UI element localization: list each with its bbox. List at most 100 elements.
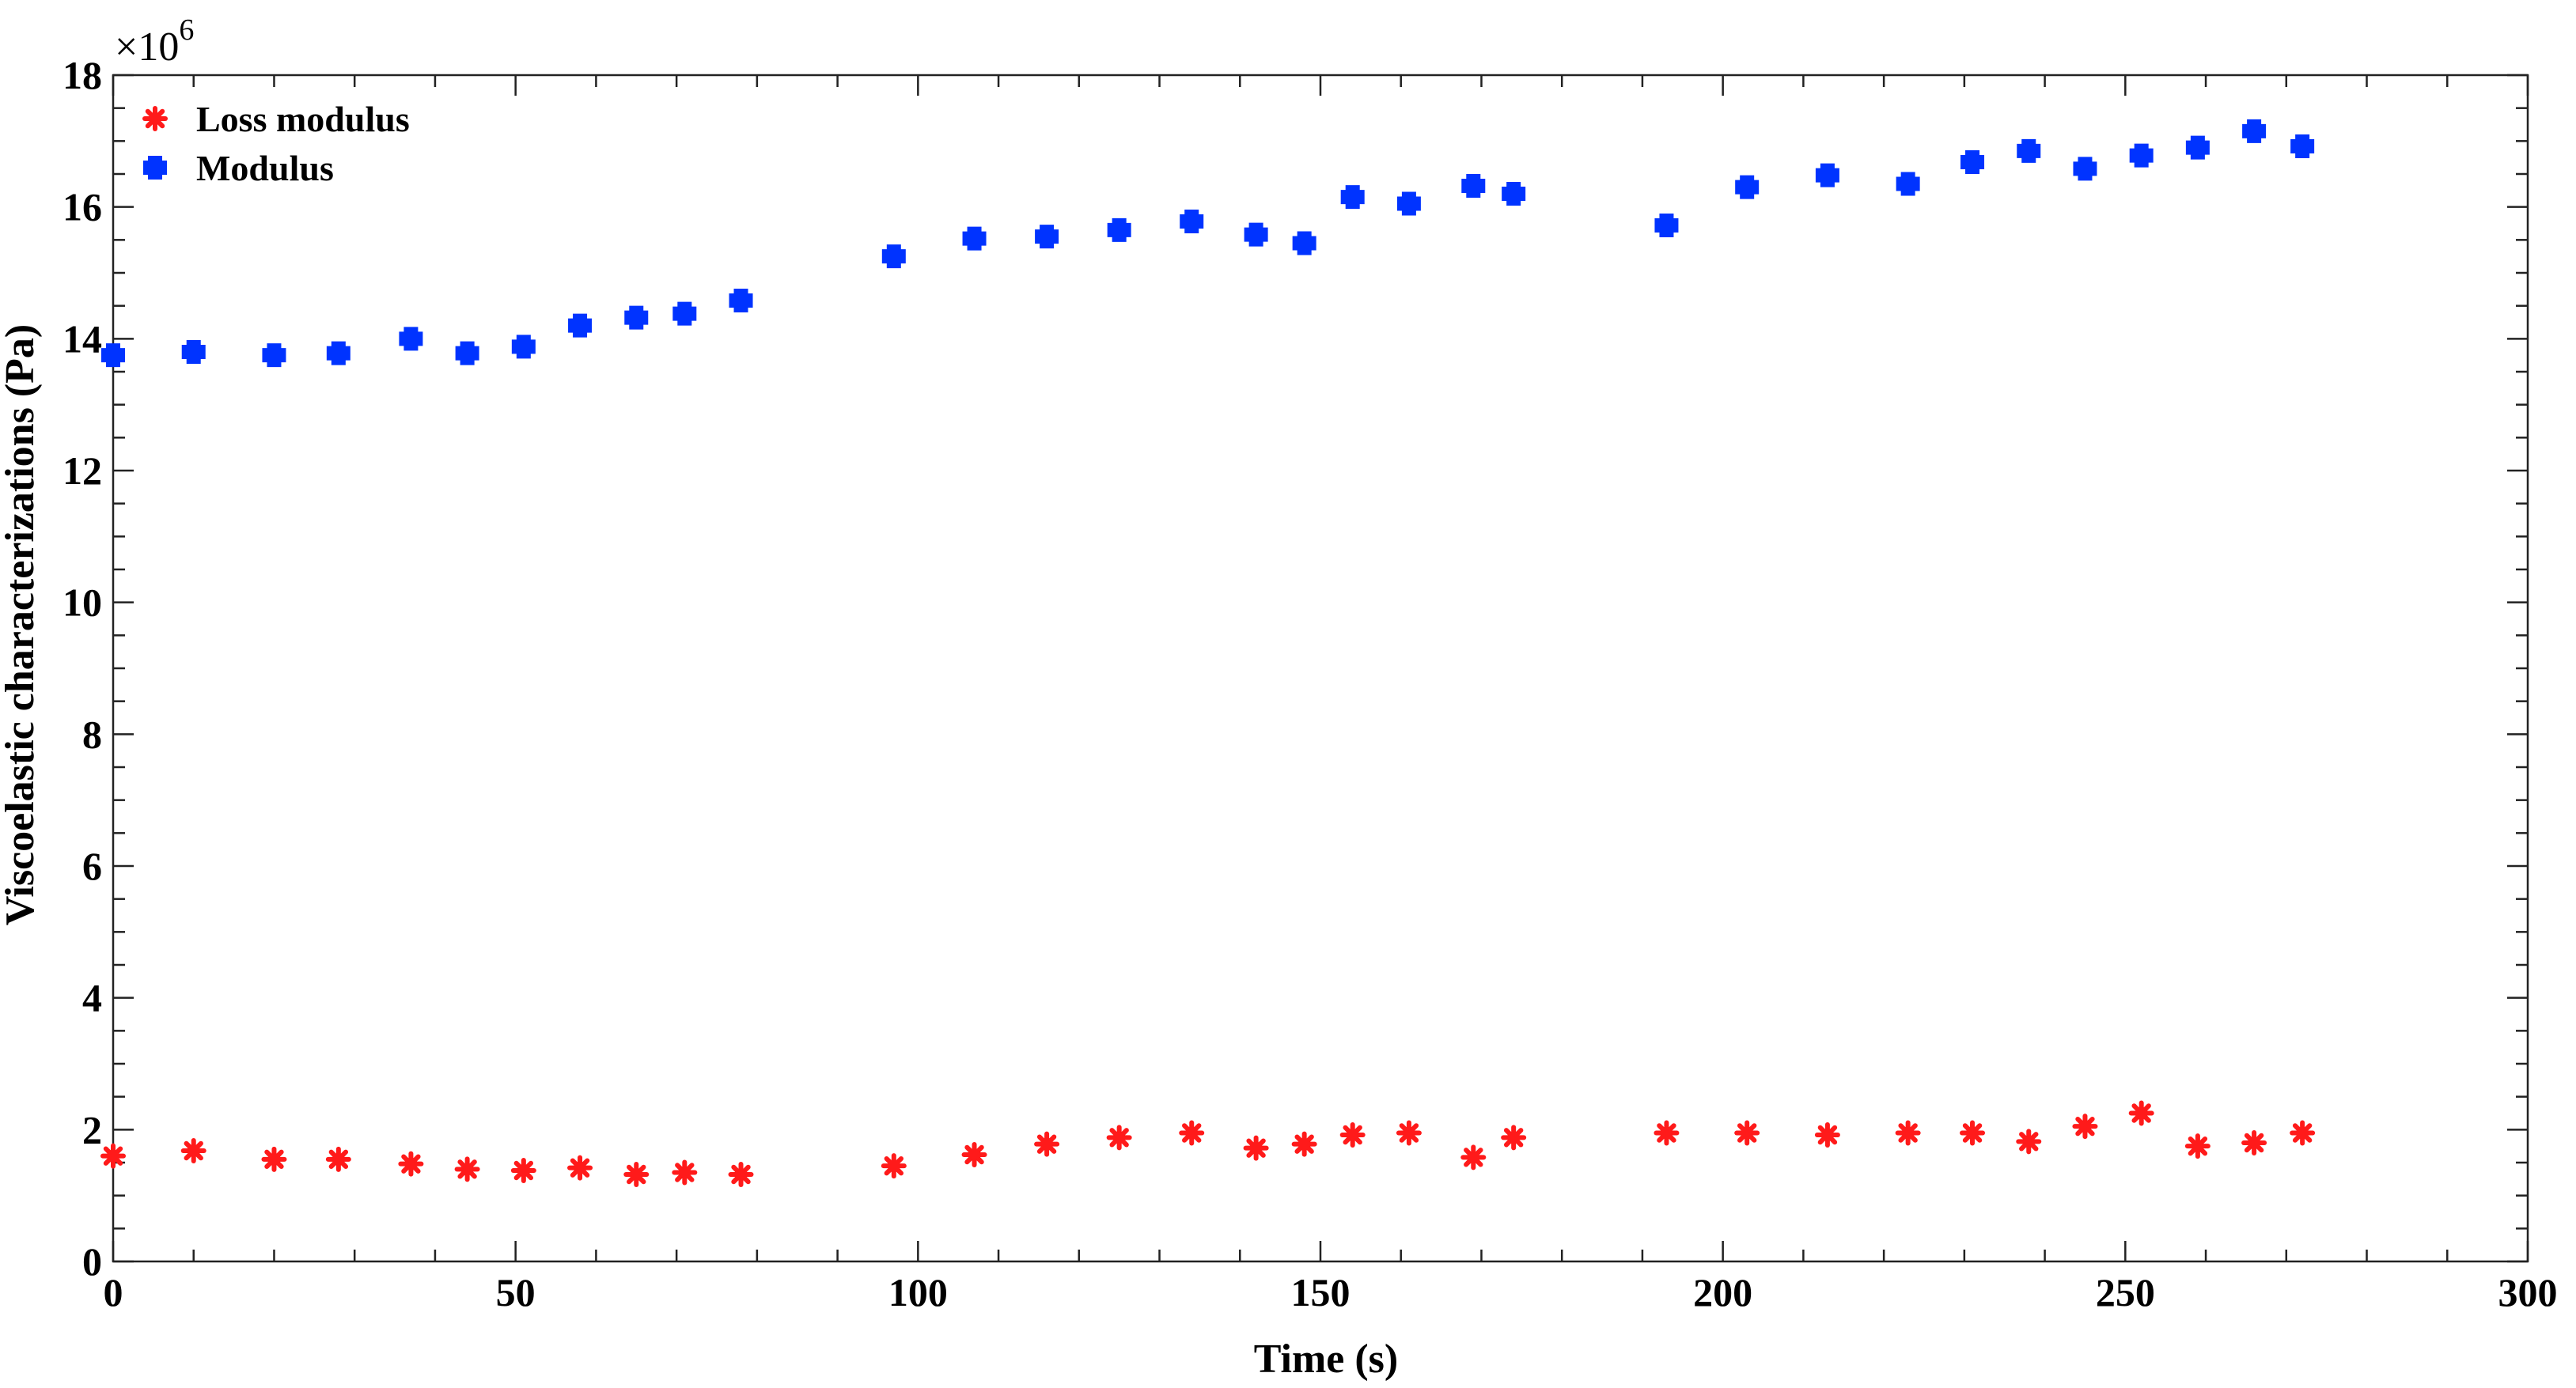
legend-item: Loss modulus <box>142 99 410 139</box>
data-point <box>1340 185 1365 210</box>
data-point <box>180 1138 206 1163</box>
y-tick-label: 16 <box>63 185 102 229</box>
data-point <box>2241 1130 2267 1155</box>
legend-marker <box>142 106 168 131</box>
y-tick-label: 10 <box>63 581 102 625</box>
x-tick-label: 0 <box>104 1270 123 1314</box>
data-point <box>101 343 125 368</box>
series-modulus <box>101 119 2315 368</box>
data-point <box>1106 1125 1132 1151</box>
data-point <box>728 1162 754 1187</box>
data-point <box>1815 163 1839 187</box>
data-point <box>623 1162 650 1187</box>
y-tick-label: 2 <box>82 1107 102 1152</box>
data-point <box>1960 1120 1986 1146</box>
data-point <box>881 244 906 269</box>
data-point <box>1461 174 1486 198</box>
legend-label: Modulus <box>196 148 334 188</box>
y-axis-multiplier: ×106 <box>115 13 194 70</box>
data-point <box>2242 119 2267 143</box>
y-tick-label: 0 <box>82 1239 102 1284</box>
y-axis-multiplier-base: ×10 <box>115 25 179 70</box>
data-point <box>881 1153 907 1179</box>
y-axis-multiplier-exponent: 6 <box>179 13 194 47</box>
data-point <box>1654 214 1679 237</box>
data-point <box>1654 1120 1680 1146</box>
data-point <box>2290 134 2315 158</box>
data-point <box>181 340 206 364</box>
legend-label: Loss modulus <box>196 99 410 139</box>
data-point <box>1179 1120 1205 1146</box>
data-point <box>1396 1120 1422 1146</box>
data-point <box>1734 1120 1760 1146</box>
data-point <box>325 1146 351 1172</box>
data-point <box>2073 157 2097 181</box>
legend-item: Modulus <box>143 148 334 188</box>
data-point <box>1814 1122 1840 1148</box>
y-tick-label: 18 <box>63 53 102 97</box>
data-point <box>1396 191 1421 216</box>
data-point <box>1339 1122 1366 1148</box>
data-point <box>455 341 479 365</box>
y-tick-label: 8 <box>82 712 102 756</box>
data-point <box>2016 1129 2042 1155</box>
data-point <box>672 301 697 326</box>
data-point <box>1501 1125 1527 1151</box>
data-point <box>672 1159 698 1186</box>
y-tick-label: 14 <box>63 316 102 361</box>
legend-marker <box>143 156 167 180</box>
x-tick-label: 200 <box>1693 1270 1752 1314</box>
plot-frame <box>112 74 2529 1263</box>
data-point <box>1291 1131 1317 1157</box>
data-point <box>510 1158 536 1183</box>
y-tick-label: 6 <box>82 844 102 888</box>
x-tick-label: 100 <box>888 1270 948 1314</box>
data-point <box>1243 1135 1269 1161</box>
data-point <box>1292 231 1316 255</box>
data-point <box>1107 217 1131 242</box>
y-tick-label: 4 <box>82 976 102 1020</box>
x-axis-label: Time (s) <box>1254 1337 1398 1382</box>
x-tick-label: 50 <box>496 1270 536 1314</box>
data-point <box>2129 143 2154 168</box>
data-point <box>1735 175 1760 199</box>
data-point <box>454 1156 480 1182</box>
axes-frame <box>112 74 2529 1263</box>
plot-area <box>100 119 2316 1187</box>
data-point <box>511 335 536 359</box>
data-point <box>261 1146 287 1172</box>
data-point <box>262 343 286 368</box>
data-point <box>398 1151 424 1177</box>
data-point <box>100 1143 126 1169</box>
series-loss-modulus <box>100 1100 2316 1187</box>
data-point <box>2128 1100 2154 1126</box>
legend: Loss modulus Modulus <box>142 99 410 188</box>
y-tick-label: 12 <box>63 448 102 493</box>
data-point <box>1896 172 1920 196</box>
data-point <box>567 1155 593 1181</box>
data-point <box>2184 1133 2210 1159</box>
data-point <box>1895 1120 1921 1146</box>
y-axis-label: Viscoelastic characterizations (Pa) <box>0 324 43 925</box>
data-point <box>729 289 753 312</box>
x-tick-label: 150 <box>1291 1270 1351 1314</box>
data-point <box>1180 210 1204 233</box>
data-point <box>2185 135 2210 160</box>
data-point <box>2017 138 2041 163</box>
data-point <box>568 313 593 338</box>
data-point <box>399 327 423 351</box>
data-point <box>962 226 987 251</box>
data-point <box>2072 1114 2098 1140</box>
data-point <box>1460 1144 1487 1171</box>
x-tick-label: 300 <box>2498 1270 2558 1314</box>
data-point <box>961 1142 987 1167</box>
x-tick-label: 250 <box>2096 1270 2155 1314</box>
data-point <box>326 341 350 365</box>
y-axis: 0 2 4 6 8 10 12 14 16 18 <box>63 53 2528 1284</box>
data-point <box>1035 225 1059 249</box>
data-point <box>1960 150 1985 174</box>
data-point <box>1244 222 1268 247</box>
data-point <box>2290 1120 2316 1146</box>
data-point <box>1502 182 1526 206</box>
